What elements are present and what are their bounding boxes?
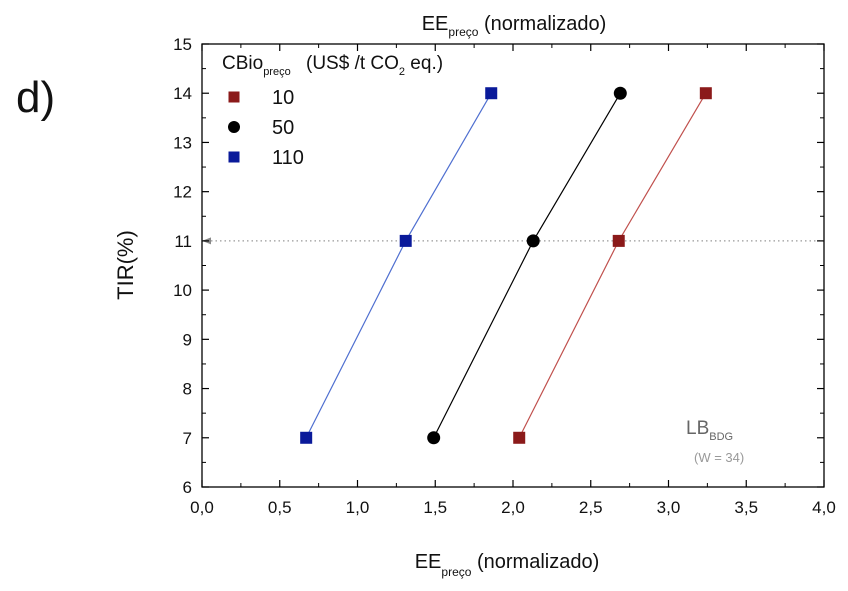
point-110 [399, 234, 412, 247]
x-tick-label: 0,5 [268, 498, 292, 517]
y-tick-label: 10 [173, 281, 192, 300]
legend: CBiopreço (US$ /t CO2 eq.) 10 50 110 [222, 53, 443, 169]
legend-label-10: 10 [272, 87, 294, 109]
annotation-main: LB [686, 418, 709, 439]
x-tick-label: 1,0 [346, 498, 370, 517]
chart-title: EEpreço (normalizado) [422, 13, 607, 39]
x-tick-label: 2,0 [501, 498, 525, 517]
point-50 [613, 86, 627, 100]
legend-marker-50 [228, 121, 240, 133]
legend-title-unit-end: eq.) [405, 53, 443, 74]
y-tick-label: 8 [183, 380, 192, 399]
point-50 [427, 431, 441, 445]
legend-title: CBiopreço (US$ /t CO2 eq.) [222, 53, 443, 78]
plot-frame [201, 43, 825, 488]
y-tick-label: 9 [183, 330, 192, 349]
chart-title-main: EE [422, 13, 449, 35]
legend-title-main: CBio [222, 53, 263, 74]
x-axis-label-sub: preço [441, 565, 471, 579]
legend-marker-10 [228, 91, 240, 103]
point-10 [612, 234, 625, 247]
y-tick-label: 15 [173, 35, 192, 54]
point-50 [526, 234, 540, 248]
x-tick-label: 2,5 [579, 498, 603, 517]
x-axis-label-suffix: (normalizado) [471, 551, 599, 573]
y-tick-label: 12 [173, 183, 192, 202]
point-110 [300, 431, 313, 444]
legend-title-sub: preço [263, 66, 291, 78]
legend-title-unit: (US$ /t CO [306, 53, 399, 74]
legend-label-110: 110 [272, 147, 304, 169]
x-tick-label: 3,5 [734, 498, 758, 517]
legend-marker-110 [228, 151, 240, 163]
series-line-10 [518, 92, 707, 439]
legend-title-unit-sub: 2 [399, 66, 405, 78]
point-110 [485, 87, 498, 100]
y-tick-label: 13 [173, 133, 192, 152]
point-10 [513, 431, 526, 444]
y-tick-label: 11 [174, 232, 192, 251]
x-tick-label: 1,5 [423, 498, 447, 517]
y-tick-label: 6 [183, 478, 192, 497]
x-axis-label-main: EE [415, 551, 442, 573]
annotation-lb: LBBDG [686, 418, 733, 443]
x-tick-label: 0,0 [190, 498, 214, 517]
panel-label: d) [16, 73, 55, 122]
x-tick-label: 4,0 [812, 498, 836, 517]
annotation-sub: BDG [709, 431, 733, 443]
point-10 [699, 87, 712, 100]
chart-title-sub: preço [448, 25, 478, 39]
legend-label-50: 50 [272, 117, 294, 139]
annotation-note: (W = 34) [694, 450, 744, 465]
y-tick-label: 14 [173, 84, 192, 103]
chart-title-suffix: (normalizado) [478, 13, 606, 35]
y-axis-label: TIR(%) [113, 230, 138, 300]
y-tick-label: 7 [183, 429, 192, 448]
x-axis-label: EEpreço (normalizado) [415, 551, 600, 579]
x-tick-label: 3,0 [657, 498, 681, 517]
series-line-110 [305, 92, 492, 439]
